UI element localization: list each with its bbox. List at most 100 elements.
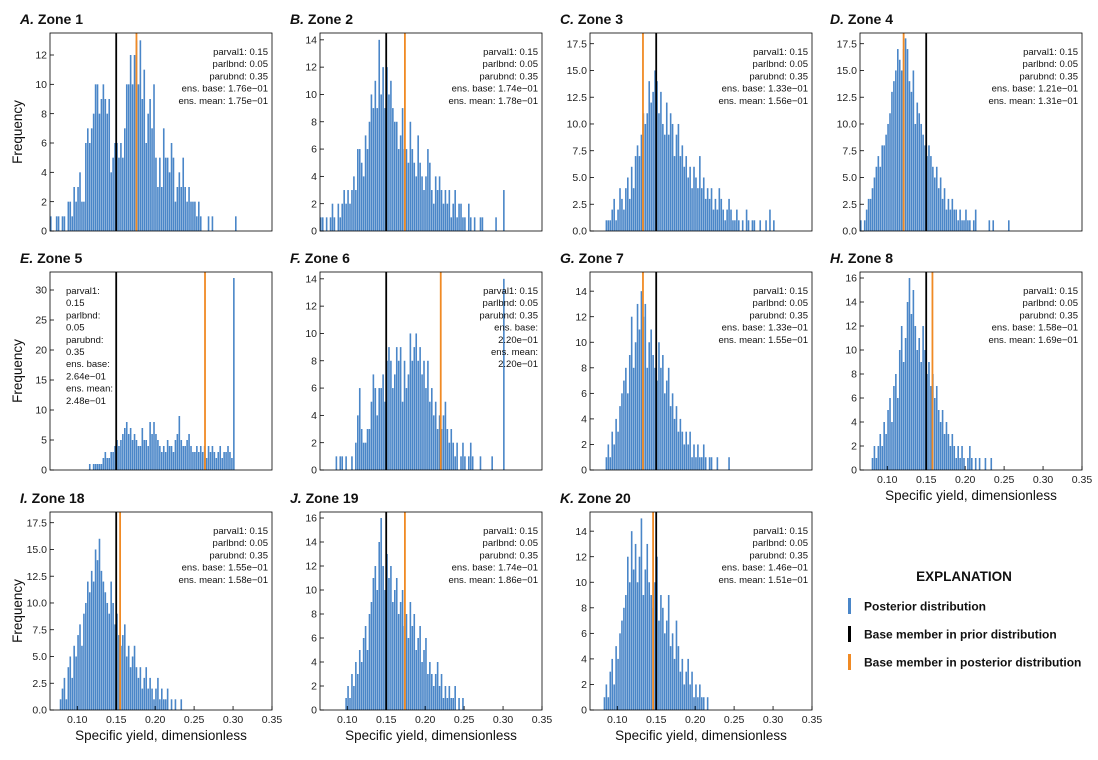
histogram-bar [388,94,390,231]
histogram-bar [351,456,353,470]
histogram-bar [953,209,956,231]
plot-frame [859,32,1083,232]
histogram-bar [462,442,464,470]
histogram-bar [164,157,167,231]
histogram-bar [456,442,458,470]
histogram-bar [429,162,431,231]
histogram-bar [967,220,969,231]
histogram-bar [452,442,455,470]
histogram-bar [640,291,643,470]
panel-zone-name: Zone 18 [28,490,85,506]
annotation-line: ens. base: 1.55e−01 [182,563,268,574]
y-tick-label: 0.0 [572,226,587,238]
histogram-bar [627,556,629,710]
histogram-bar [65,699,68,710]
histogram-bar [223,452,225,470]
histogram-bar [747,220,750,231]
histogram-bar [751,220,754,231]
annotation-line: parubnd: 0.35 [749,550,808,561]
x-tick-label: 0.15 [916,474,937,486]
histogram-bar [122,635,124,710]
histogram-bar [124,128,126,231]
y-tick-label: 10.0 [837,119,858,131]
histogram-bar [392,108,394,231]
histogram-bar [186,201,188,231]
histogram-bar [415,650,418,710]
histogram-bar [114,143,116,231]
annotation-line: parubnd: 0.35 [479,71,538,82]
panel-zone-20: K. Zone 20 0 2 4 6 8 10 12 14 0.10 0.15 0.20 0.25 0.3… [560,490,822,743]
histogram-bar [615,646,617,710]
histogram-bar [468,203,470,231]
histogram-bar [104,99,107,231]
y-tick-label: 2 [311,437,317,449]
panel-zone-18: I. Zone 18 0.0 2.5 5.0 7.5 10.0 12.5 15.0 17.5 0.… [10,490,282,743]
histogram-bar [628,198,631,231]
histogram-bar [444,401,447,470]
histogram-bar [174,201,177,231]
y-tick-label: 14 [305,273,317,285]
histogram-bar [370,401,373,470]
histogram-bar [671,123,674,231]
histogram-bar [704,457,707,470]
annotation-line: 0.15 [66,298,85,309]
histogram-bar [85,143,87,231]
histogram-bar [88,592,91,710]
histogram-bar [388,347,390,470]
legend-title: EXPLANATION [916,569,1012,584]
histogram-bar [399,602,402,710]
histogram-bar [94,549,97,710]
histogram-bar [215,458,218,470]
x-tick-label: 0.25 [454,714,475,726]
y-tick-label: 7.5 [842,145,857,157]
histogram-bar [695,457,697,470]
histogram-bar [922,134,924,231]
histogram-bar [168,172,171,231]
annotation-line: 2.20e−01 [498,359,538,370]
histogram-bar [413,162,416,231]
histogram-bar [873,177,876,231]
annotation-line: parlbnd: 0.05 [753,538,808,549]
panel-letter: H. [830,250,844,266]
histogram-bar [421,176,423,231]
histogram-bar [421,662,423,710]
histogram-bar [77,635,79,710]
histogram-bar [438,686,441,710]
y-tick-label: 14 [305,34,317,46]
histogram-bar [321,217,324,231]
histogram-bar [170,446,173,470]
histogram-bar [357,149,359,231]
histogram-bar [355,442,357,470]
histogram-bar [932,166,934,231]
histogram-bar [133,434,136,470]
histogram-bar [617,209,619,231]
histogram-bar [918,113,921,231]
histogram-bar [665,620,668,710]
histogram-bar [456,217,458,231]
histogram-bar [636,582,639,710]
histogram-bar [440,190,443,231]
y-tick-label: 0 [581,705,587,717]
histogram-bar [939,422,942,470]
histogram-bar [710,457,713,470]
histogram-bar [893,81,895,231]
histogram-bar [460,203,462,231]
histogram-bar [182,446,185,470]
histogram-bar [442,698,445,710]
histogram-bar [714,198,717,231]
histogram-bar [691,188,693,231]
histogram-bar [127,84,130,231]
histogram-bar [380,518,382,710]
histogram-bar [943,434,946,470]
histogram-bar [619,633,621,710]
panel-title: E. Zone 5 [20,250,82,266]
histogram-bar [869,198,872,231]
annotation-line: 2.48e−01 [66,396,106,407]
histogram-bar [79,624,81,710]
y-tick-label: 2.5 [572,199,587,211]
histogram-bar [347,686,349,710]
histogram-bar [122,157,124,231]
histogram-bar [625,367,627,470]
panel-zone-19: J. Zone 19 0 2 4 6 8 10 12 14 16 0.10 0.15 0.20 0.25 0… [290,490,552,743]
histogram-bar [353,176,355,231]
